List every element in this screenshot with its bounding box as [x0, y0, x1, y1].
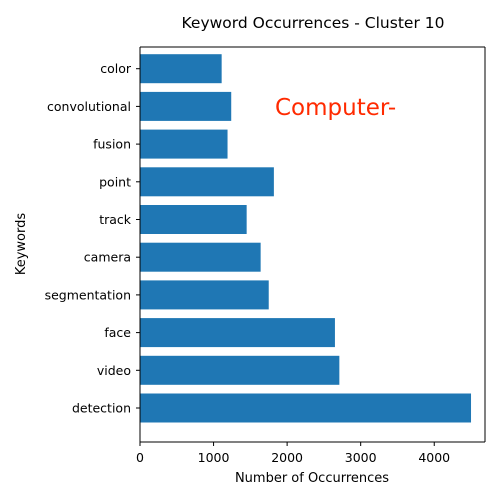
y-tick-label-track: track: [99, 212, 132, 227]
bar-video: [140, 355, 340, 385]
bar-color: [140, 54, 222, 84]
y-tick-label-detection: detection: [72, 401, 131, 416]
x-axis-title: Number of Occurrences: [235, 471, 389, 486]
y-tick-label-color: color: [100, 61, 132, 76]
x-tick-label: 3000: [345, 450, 377, 465]
bar-camera: [140, 242, 261, 272]
x-tick-label: 0: [136, 450, 144, 465]
bar-track: [140, 205, 247, 234]
y-tick-label-video: video: [97, 363, 131, 378]
bar-convolutional: [140, 91, 232, 121]
chart-title: Keyword Occurrences - Cluster 10: [182, 14, 445, 32]
y-tick-label-point: point: [99, 174, 131, 189]
y-tick-label-segmentation: segmentation: [45, 287, 131, 302]
y-tick-label-convolutional: convolutional: [47, 99, 131, 114]
bar-fusion: [140, 129, 228, 159]
bars-group: [140, 54, 472, 423]
bar-detection: [140, 393, 472, 423]
y-tick-label-camera: camera: [84, 250, 131, 265]
chart-annotation: Computer-: [275, 95, 396, 121]
x-tick-label: 1000: [198, 450, 230, 465]
y-tick-label-fusion: fusion: [93, 137, 131, 152]
x-tick-label: 2000: [271, 450, 303, 465]
bar-point: [140, 167, 274, 197]
bar-segmentation: [140, 280, 269, 310]
bar-face: [140, 318, 335, 348]
x-ticks-group: 0 1000 2000 3000 4000: [136, 442, 450, 465]
x-tick-label: 4000: [418, 450, 450, 465]
y-axis-title: Keywords: [14, 213, 29, 276]
y-tick-label-face: face: [104, 325, 131, 340]
y-ticks-group: detection video face segmentation camera trac…: [45, 61, 140, 416]
